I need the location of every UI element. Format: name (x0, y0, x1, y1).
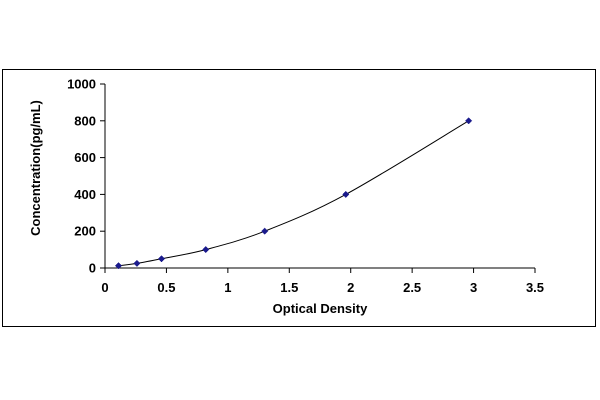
data-point-marker (261, 227, 269, 235)
y-tick-label: 1000 (67, 77, 96, 92)
x-tick-label: 2 (347, 280, 354, 295)
x-tick-label: 0.5 (157, 280, 175, 295)
data-point-marker (202, 246, 210, 254)
y-tick-label: 200 (74, 224, 96, 239)
y-tick-label: 600 (74, 150, 96, 165)
x-axis-title: Optical Density (273, 301, 368, 316)
x-tick-label: 1 (224, 280, 231, 295)
x-ticks: 0 0.5 1 1.5 2 2.5 3 3.5 (101, 268, 544, 295)
x-tick-label: 3.5 (526, 280, 544, 295)
data-point-marker (133, 259, 141, 267)
y-tick-label: 0 (89, 261, 96, 276)
data-point-marker (157, 255, 166, 263)
axes (104, 84, 535, 269)
data-point-marker (465, 117, 473, 125)
x-tick-label: 2.5 (403, 280, 421, 295)
x-tick-label: 0 (101, 280, 108, 295)
y-tick-label: 400 (74, 187, 96, 202)
data-point-marker (114, 262, 123, 270)
chart-frame (2, 69, 596, 327)
y-tick-label: 800 (74, 113, 96, 128)
fit-curve (118, 120, 469, 267)
data-point-marker (342, 190, 350, 198)
data-points (114, 117, 473, 270)
x-tick-label: 1.5 (280, 280, 298, 295)
y-ticks: 0 200 400 600 800 1000 (67, 77, 105, 276)
y-axis-title: Concentration(pg/mL) (28, 100, 43, 236)
x-tick-label: 3 (470, 280, 477, 295)
